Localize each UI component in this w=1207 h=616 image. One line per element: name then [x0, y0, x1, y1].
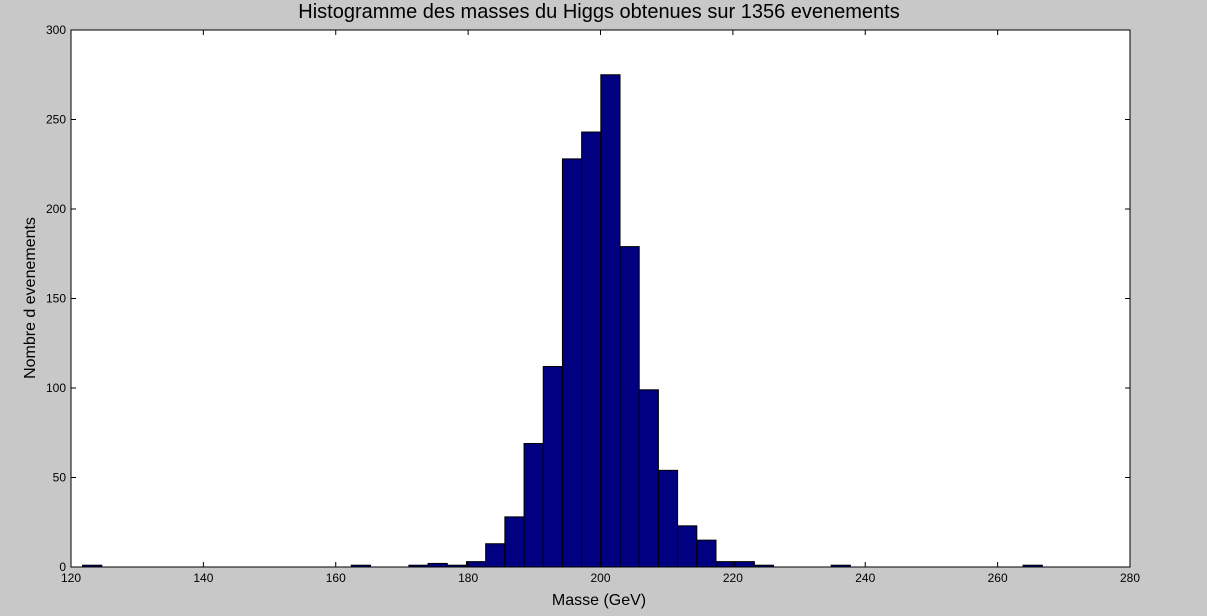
x-tick-label-180: 180	[458, 571, 478, 585]
y-axis-label: Nombre d evenements	[22, 217, 39, 379]
x-tick-label-280: 280	[1120, 571, 1140, 585]
histogram-bar-19	[734, 561, 755, 568]
histogram-bar-22	[1022, 564, 1043, 568]
histogram-bar-3	[427, 562, 448, 568]
bars-group	[82, 74, 1043, 568]
histogram-bar-1	[350, 564, 371, 568]
histogram-bar-14	[638, 389, 659, 568]
histogram-bar-12	[600, 74, 621, 568]
y-tick-label-250: 250	[46, 113, 66, 127]
ticks-group: 120 140 160 180 200 220 240 260 280 0 50 100 150 200 2…	[46, 23, 1140, 585]
histogram-bar-2	[408, 564, 429, 568]
chart-title: Histogramme des masses du Higgs obtenues…	[298, 1, 899, 23]
x-tick-label-220: 220	[723, 571, 743, 585]
histogram-bar-9	[542, 366, 563, 568]
y-tick-label-300: 300	[46, 23, 66, 37]
x-tick-label-240: 240	[855, 571, 875, 585]
x-tick-label-140: 140	[193, 571, 213, 585]
histogram-bar-7	[504, 516, 525, 568]
x-tick-label-200: 200	[590, 571, 610, 585]
x-axis-label: Masse (GeV)	[552, 592, 646, 609]
histogram-bar-17	[696, 539, 717, 568]
x-tick-label-260: 260	[988, 571, 1008, 585]
y-tick-label-50: 50	[53, 471, 67, 485]
y-tick-label-150: 150	[46, 292, 66, 306]
histogram-bar-13	[619, 246, 640, 568]
x-tick-label-120: 120	[61, 571, 81, 585]
histogram-bar-4	[446, 564, 467, 568]
histogram-bar-16	[677, 525, 698, 568]
histogram-bar-15	[657, 469, 679, 568]
y-tick-label-100: 100	[46, 381, 66, 395]
histogram-bar-5	[465, 561, 487, 568]
x-tick-label-160: 160	[326, 571, 346, 585]
histogram-bar-11	[581, 131, 602, 568]
histogram-bar-18	[715, 561, 736, 568]
histogram-bar-0	[82, 564, 103, 568]
histogram-bar-20	[753, 564, 775, 568]
histogram-bar-6	[485, 543, 506, 568]
histogram-bar-10	[561, 158, 583, 568]
histogram-bar-21	[830, 564, 851, 568]
y-tick-label-200: 200	[46, 202, 66, 216]
histogram-bar-8	[523, 442, 544, 568]
y-tick-label-0: 0	[59, 560, 66, 574]
